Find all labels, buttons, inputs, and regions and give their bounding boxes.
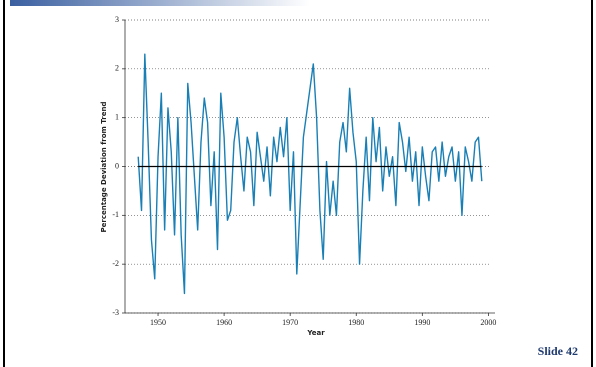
x-tick-label: 1970	[282, 318, 298, 327]
y-axis-label: Percentage Deviation from Trend	[100, 102, 108, 233]
y-tick-label: 2	[115, 64, 119, 73]
y-tick-label: 1	[115, 112, 119, 121]
x-tick-label: 2000	[480, 318, 496, 327]
y-tick-label: 0	[115, 161, 119, 170]
x-tick-label: 1980	[348, 318, 364, 327]
y-tick-label: -1	[112, 210, 119, 219]
x-tick-label: 1990	[414, 318, 430, 327]
data-line	[137, 53, 483, 295]
y-tick-label: -3	[112, 308, 119, 317]
x-tick-label: 1950	[150, 318, 166, 327]
x-axis-label: Year	[306, 329, 325, 337]
slide-number: Slide 42	[538, 344, 578, 358]
header-bar	[10, 0, 310, 6]
chart: -3 -2 -1 0 1 2 3 1950 1960 1970 1980 1990 2000	[112, 15, 496, 327]
x-tick-label: 1960	[216, 318, 232, 327]
y-tick-label: -2	[112, 259, 119, 268]
y-tick-label: 3	[115, 15, 119, 24]
